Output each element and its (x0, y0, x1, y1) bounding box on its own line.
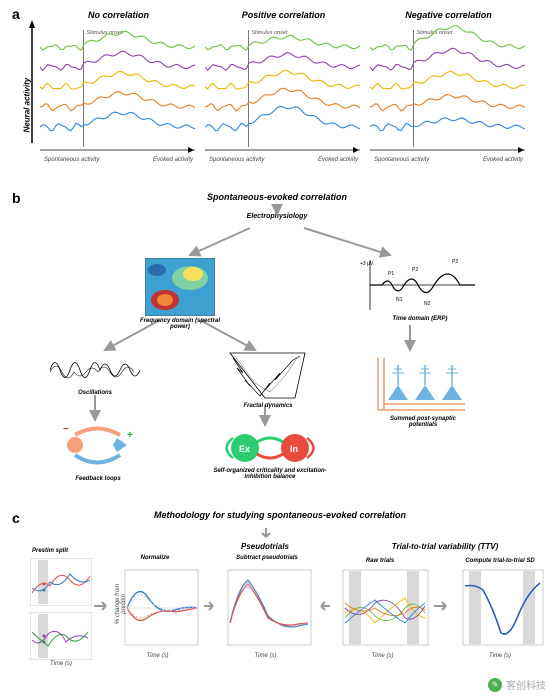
raw-xlabel: Time (s) (335, 653, 430, 659)
pseudo-title: Pseudotrials (215, 542, 315, 551)
spont-label: Spontaneous activity (209, 157, 264, 163)
svg-text:P2: P2 (412, 267, 418, 273)
ttv-title: Trial-to-trial variability (TTV) (370, 542, 520, 551)
oscillations (50, 350, 145, 390)
feedback-caption: Feedback loops (58, 476, 138, 482)
raw-plot: Time (s) (335, 568, 430, 653)
watermark-icon: ✎ (488, 678, 502, 692)
svg-text:In: In (290, 444, 298, 454)
prestim-xlabel: Time (s) (30, 661, 92, 667)
neurons (370, 355, 470, 415)
normalize-plot: % change from prestim Time (s) (115, 568, 200, 653)
spectrogram (145, 258, 215, 316)
psp-caption: Summed post-synaptic potentials (378, 416, 468, 428)
spont-label: Spontaneous activity (374, 157, 429, 163)
sd-xlabel: Time (s) (455, 653, 545, 659)
arrow-1 (94, 600, 112, 612)
watermark: ✎ 客创科技 (488, 677, 546, 692)
panel-a-col-title: Negative correlation (370, 10, 527, 20)
panel-a-ylabel: Neural activity (23, 23, 32, 133)
feedback-loop: − + (55, 420, 140, 475)
svg-text:−: − (63, 424, 69, 435)
evoked-label: Evoked activity (153, 157, 193, 163)
svg-text:+: + (127, 430, 133, 441)
evoked-label: Evoked activity (318, 157, 358, 163)
freq-caption: Frequency domain (spectral power) (130, 318, 230, 330)
panel-c-label: c (12, 510, 20, 526)
subtract-xlabel: Time (s) (218, 653, 313, 659)
arrow-down-c (260, 528, 272, 542)
soc-caption: Self-organized criticality and excitatio… (200, 468, 340, 480)
panel-a-col-1: Positive correlation Stimulus onset Sponta… (205, 10, 362, 180)
raw-title: Raw trials (345, 558, 415, 564)
panel-a-label: a (12, 6, 20, 22)
svg-text:Stimulus onset: Stimulus onset (251, 30, 288, 36)
svg-text:Ex: Ex (239, 444, 250, 454)
time-caption: Time domain (ERP) (380, 316, 460, 322)
svg-text:P1: P1 (388, 271, 394, 277)
prestim-plot-top (30, 558, 92, 606)
panel-a-col-2: Negative correlation Stimulus onset Sponta… (370, 10, 527, 180)
sd-plot: Time (s) (455, 568, 545, 653)
panel-a-yaxis: Neural activity (22, 18, 36, 148)
svg-text:+3 μV: +3 μV (360, 261, 374, 267)
osc-caption: Oscillations (60, 390, 130, 396)
arrow-3 (316, 600, 330, 612)
panel-a-col-title: Positive correlation (205, 10, 362, 20)
watermark-text: 客创科技 (506, 677, 546, 692)
prestim-plot-bot: Time (s) (30, 612, 92, 660)
fractal (225, 348, 310, 403)
panel-a-col-title: No correlation (40, 10, 197, 20)
svg-text:P3: P3 (452, 259, 458, 265)
arrow-4 (434, 600, 452, 612)
prestim-title: Prestim split (32, 548, 92, 554)
sd-title: Compute trial-to-trial SD (450, 558, 550, 564)
evoked-label: Evoked activity (483, 157, 523, 163)
subtract-title: Subtract pseudotrials (222, 555, 312, 561)
svg-text:N2: N2 (424, 301, 431, 307)
svg-text:Stimulus onset: Stimulus onset (416, 30, 453, 36)
subtract-plot: Time (s) (218, 568, 313, 653)
svg-text:N1: N1 (396, 297, 403, 303)
fractal-caption: Fractal dynamics (228, 403, 308, 409)
normalize-xlabel: Time (s) (115, 653, 200, 659)
arrow-2 (204, 600, 218, 612)
ei-balance: Ex In (215, 428, 325, 468)
spont-label: Spontaneous activity (44, 157, 99, 163)
erp-plot: +3 μV P1 N1 P2 N2 P3 (360, 255, 480, 315)
normalize-ylabel: % change from prestim (115, 574, 127, 634)
normalize-title: Normalize (120, 555, 190, 561)
panel-a-col-0: No correlationStimulus onsetSpontaneous … (40, 10, 197, 180)
panel-c-title: Methodology for studying spontaneous-evo… (150, 510, 410, 520)
